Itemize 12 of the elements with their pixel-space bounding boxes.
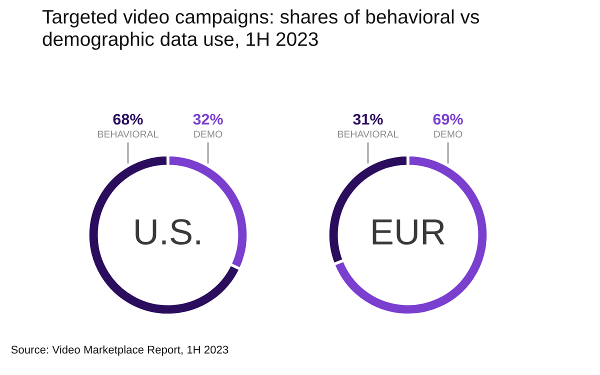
text: EUR — [372, 219, 444, 245]
chart-title: Targeted video campaigns: shares of behavioral vs demographic data use, 1H 2023 — [42, 9, 480, 50]
source-note: Source: Video Marketplace Report, 1H 2023 — [11, 345, 228, 356]
data-label: 32% — [193, 114, 223, 125]
slice-label: BEHAVIORAL — [338, 130, 398, 138]
slice-label: DEMO — [434, 130, 462, 138]
data-label: 68% — [113, 114, 143, 125]
data-label: 69% — [433, 114, 463, 125]
data-label: 31% — [353, 114, 383, 125]
text: U.S. — [136, 219, 200, 245]
slice-label: BEHAVIORAL — [98, 130, 158, 138]
slice-label: DEMO — [194, 130, 222, 138]
